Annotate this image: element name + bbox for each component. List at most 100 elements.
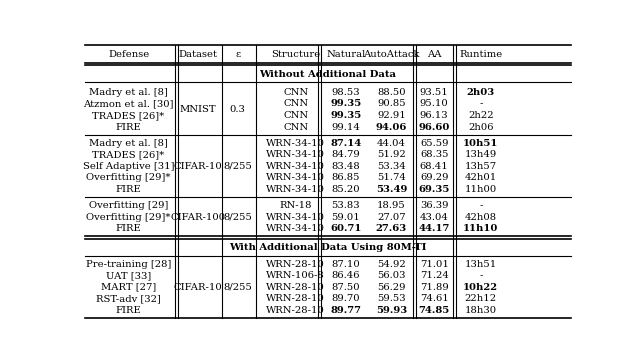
Text: 93.51: 93.51 [420,88,449,97]
Text: 8/255: 8/255 [223,162,252,171]
Text: CNN: CNN [283,99,308,108]
Text: 43.04: 43.04 [420,213,449,222]
Text: 74.61: 74.61 [420,294,449,303]
Text: -: - [479,99,483,108]
Text: 0.3: 0.3 [230,105,246,114]
Text: 99.35: 99.35 [330,111,362,120]
Text: 18.95: 18.95 [377,201,406,210]
Text: Without Additional Data: Without Additional Data [259,70,397,79]
Text: WRN-28-10: WRN-28-10 [266,283,325,292]
Text: 71.01: 71.01 [420,260,449,269]
Text: Dataset: Dataset [179,50,218,59]
Text: 86.85: 86.85 [332,173,360,182]
Text: 83.48: 83.48 [332,162,360,171]
Text: FIRE: FIRE [116,224,141,233]
Text: 84.79: 84.79 [332,150,360,159]
Text: Structure: Structure [271,50,321,59]
Text: CIFAR-10: CIFAR-10 [173,162,223,171]
Text: 22h12: 22h12 [465,294,497,303]
Text: 44.04: 44.04 [377,139,406,148]
Text: 59.93: 59.93 [376,306,407,315]
Text: 90.85: 90.85 [377,99,406,108]
Text: Defense: Defense [108,50,149,59]
Text: 11h00: 11h00 [465,185,497,194]
Text: 13h51: 13h51 [465,260,497,269]
Text: 59.01: 59.01 [332,213,360,222]
Text: WRN-28-10: WRN-28-10 [266,260,325,269]
Text: 60.71: 60.71 [330,224,362,233]
Text: RST-adv [32]: RST-adv [32] [96,294,161,303]
Text: 87.50: 87.50 [332,283,360,292]
Text: 53.49: 53.49 [376,185,407,194]
Text: 2h03: 2h03 [467,88,495,97]
Text: 10h51: 10h51 [463,139,499,148]
Text: Madry et al. [8]: Madry et al. [8] [89,139,168,148]
Text: AutoAttack: AutoAttack [364,50,420,59]
Text: 92.91: 92.91 [377,111,406,120]
Text: With Additional Data Using 80M-TI: With Additional Data Using 80M-TI [229,243,427,252]
Text: 13h49: 13h49 [465,150,497,159]
Text: CNN: CNN [283,88,308,97]
Text: 69.29: 69.29 [420,173,449,182]
Text: WRN-34-10: WRN-34-10 [266,162,325,171]
Text: WRN-34-10: WRN-34-10 [266,173,325,182]
Text: -: - [479,201,483,210]
Text: FIRE: FIRE [116,185,141,194]
Text: 8/255: 8/255 [223,283,252,292]
Text: WRN-34-10: WRN-34-10 [266,224,325,233]
Text: 96.13: 96.13 [420,111,449,120]
Text: 88.50: 88.50 [377,88,406,97]
Text: TRADES [26]*: TRADES [26]* [93,111,164,120]
Text: Runtime: Runtime [459,50,502,59]
Text: 51.92: 51.92 [377,150,406,159]
Text: WRN-34-10: WRN-34-10 [266,139,325,148]
Text: 89.77: 89.77 [330,306,362,315]
Text: 99.14: 99.14 [332,122,360,131]
Text: 74.85: 74.85 [419,306,450,315]
Text: 51.74: 51.74 [377,173,406,182]
Text: 71.89: 71.89 [420,283,449,292]
Text: 42h08: 42h08 [465,213,497,222]
Text: 89.70: 89.70 [332,294,360,303]
Text: Madry et al. [8]: Madry et al. [8] [89,88,168,97]
Text: 2h06: 2h06 [468,122,493,131]
Text: 8/255: 8/255 [223,213,252,222]
Text: MART [27]: MART [27] [101,283,156,292]
Text: WRN-34-10: WRN-34-10 [266,185,325,194]
Text: 68.35: 68.35 [420,150,449,159]
Text: 99.35: 99.35 [330,99,362,108]
Text: Overfitting [29]*: Overfitting [29]* [86,173,171,182]
Text: Overfitting [29]*: Overfitting [29]* [86,213,171,222]
Text: UAT [33]: UAT [33] [106,271,151,280]
Text: ε: ε [235,50,240,59]
Text: 13h57: 13h57 [465,162,497,171]
Text: 53.34: 53.34 [377,162,406,171]
Text: WRN-28-10: WRN-28-10 [266,294,325,303]
Text: 36.39: 36.39 [420,201,449,210]
Text: Pre-training [28]: Pre-training [28] [86,260,172,269]
Text: 53.83: 53.83 [332,201,360,210]
Text: WRN-34-10: WRN-34-10 [266,213,325,222]
Text: 94.06: 94.06 [376,122,407,131]
Text: 56.29: 56.29 [377,283,406,292]
Text: FIRE: FIRE [116,122,141,131]
Text: 27.07: 27.07 [377,213,406,222]
Text: AA: AA [427,50,442,59]
Text: RN-18: RN-18 [280,201,312,210]
Text: 42h01: 42h01 [465,173,497,182]
Text: 65.59: 65.59 [420,139,449,148]
Text: 2h22: 2h22 [468,111,493,120]
Text: 10h22: 10h22 [463,283,499,292]
Text: Natural: Natural [326,50,365,59]
Text: 44.17: 44.17 [419,224,450,233]
Text: TRADES [26]*: TRADES [26]* [93,150,164,159]
Text: 27.63: 27.63 [376,224,407,233]
Text: WRN-106-8: WRN-106-8 [266,271,325,280]
Text: 11h10: 11h10 [463,224,499,233]
Text: 56.03: 56.03 [377,271,406,280]
Text: 98.53: 98.53 [332,88,360,97]
Text: -: - [479,271,483,280]
Text: 85.20: 85.20 [332,185,360,194]
Text: 54.92: 54.92 [377,260,406,269]
Text: WRN-34-10: WRN-34-10 [266,150,325,159]
